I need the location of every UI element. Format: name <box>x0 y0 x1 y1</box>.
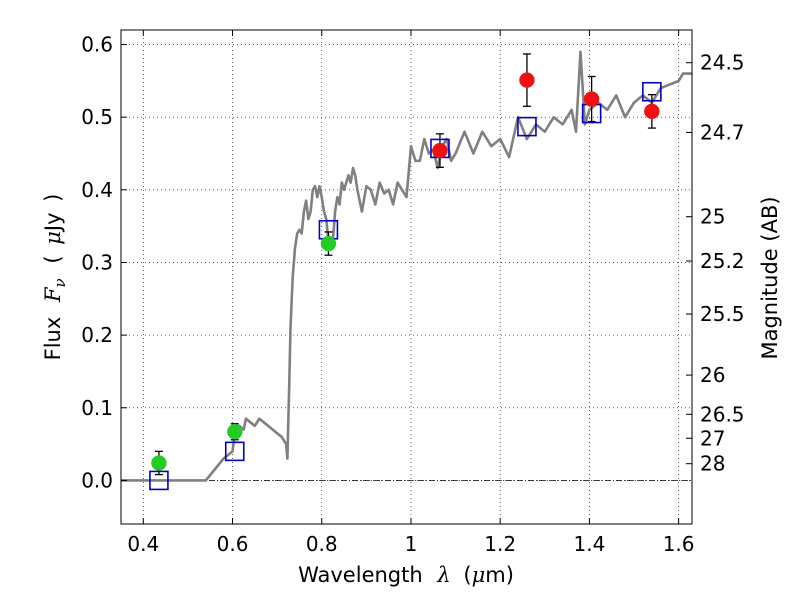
y-tick-label: 0.0 <box>81 468 113 492</box>
x-axis-title: Wavelength λ (μm) <box>298 563 514 587</box>
y-axis-unit-close: ) <box>41 194 65 202</box>
observed-point <box>320 235 337 252</box>
model-photometry-square <box>224 441 245 462</box>
mag-tick-label: 26.5 <box>700 402 745 426</box>
x-tick-label: 1.6 <box>663 532 695 556</box>
mag-tick-label: 24.7 <box>700 120 745 144</box>
x-axis-unit-mu: μ <box>472 563 486 587</box>
x-axis-unit-close: ) <box>506 563 514 587</box>
x-tick-label: 0.6 <box>217 532 249 556</box>
y-axis-unit-mu: μ <box>41 231 65 245</box>
model-spectrum-line <box>121 50 692 482</box>
grid <box>121 30 692 524</box>
y-axis-unit-jy: Jy <box>41 212 65 233</box>
x-tick-label: 1.2 <box>484 532 516 556</box>
observed-point <box>432 142 448 159</box>
model-spectrum <box>121 50 692 482</box>
observed-point <box>644 103 660 120</box>
y-axis-symbol: F <box>41 286 65 303</box>
model-photometry-square <box>517 116 537 137</box>
y-tick-label: 0.1 <box>81 396 113 420</box>
x-axis-unit-m: m <box>485 563 505 587</box>
model-photometry-squares <box>149 81 662 491</box>
axis-ticks: 0.4 0.6 0.8 1 1.2 1.4 1.6 0.0 0.1 0.2 0.3 0.4 0.5 0.6… <box>81 30 745 556</box>
y-axis-title-text: Flux <box>41 317 65 361</box>
y-axis-title: Flux Fν ( μJy ) <box>41 194 70 361</box>
y-tick-label: 0.5 <box>81 105 113 129</box>
mag-tick-label: 27 <box>700 426 725 450</box>
mag-tick-label: 25 <box>700 205 725 229</box>
x-tick-label: 0.4 <box>127 532 159 556</box>
y-tick-label: 0.6 <box>81 33 113 57</box>
y-axis-symbol-sub: ν <box>51 278 69 287</box>
x-axis-title-text: Wavelength <box>298 563 423 587</box>
mag-tick-label: 28 <box>700 452 725 476</box>
y-tick-label: 0.2 <box>81 323 113 347</box>
x-tick-label: 0.8 <box>306 532 338 556</box>
plot-frame <box>120 29 693 525</box>
observed-photometry-points <box>151 53 660 476</box>
x-tick-label: 1 <box>405 532 418 556</box>
observed-point <box>583 91 600 107</box>
y-axis-unit-open: ( <box>41 255 65 263</box>
x-axis-unit-open: ( <box>463 563 471 587</box>
mag-tick-label: 26 <box>700 363 725 387</box>
observed-point <box>151 455 167 471</box>
mag-tick-label: 25.5 <box>700 302 745 326</box>
y-tick-label: 0.4 <box>81 178 113 202</box>
y-tick-label: 0.3 <box>81 250 113 274</box>
x-axis-symbol: λ <box>436 563 450 587</box>
y2-axis-title: Magnitude (AB) <box>758 196 782 359</box>
x-tick-label: 1.4 <box>573 532 605 556</box>
mag-tick-label: 24.5 <box>700 51 745 75</box>
observed-point <box>519 72 535 88</box>
observed-point <box>227 423 243 440</box>
mag-tick-label: 25.2 <box>700 249 745 273</box>
